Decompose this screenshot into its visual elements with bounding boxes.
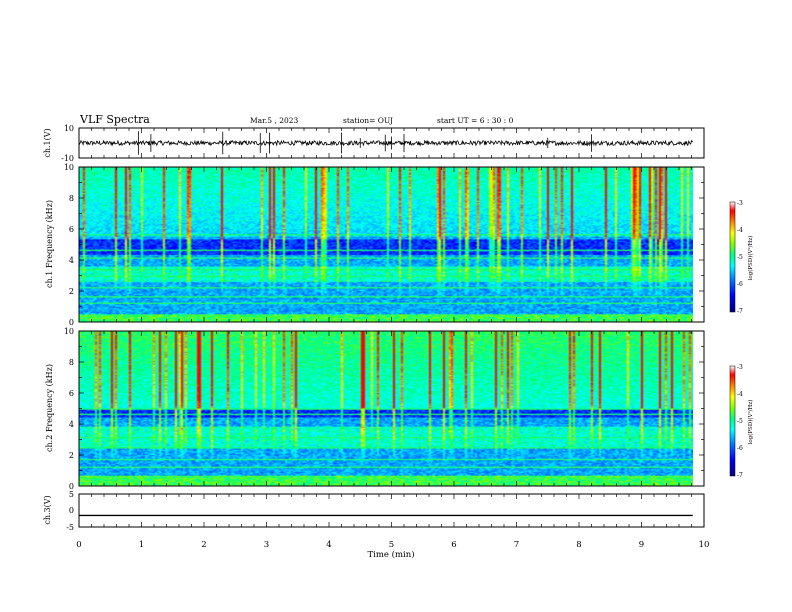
ch1-ytick-4: 4 <box>69 256 74 265</box>
axis-ticks <box>78 128 705 527</box>
ch1-cbar-tick-m4: -4 <box>737 227 743 234</box>
ch1-colorbar-label: log(PSD)(V²/Hz) <box>747 236 754 281</box>
ch2-cbar-tick-m3: -3 <box>737 364 743 371</box>
ch2-ytick-4: 4 <box>69 420 74 429</box>
ch1-ytick-6: 6 <box>69 225 74 234</box>
ch1-colorbar <box>729 201 736 313</box>
figure-title: VLF Spectra <box>79 113 150 126</box>
x-tick-label: 4 <box>326 540 331 550</box>
ch1-cbar-tick-m6: -6 <box>737 281 743 288</box>
ch3-ytick-bottom: -5 <box>66 523 74 532</box>
ch1-trace <box>78 139 694 147</box>
x-axis-label: Time (min) <box>367 549 414 560</box>
x-tick-label: 8 <box>576 540 581 550</box>
ch1-ytick-2: 2 <box>69 287 74 296</box>
ch1-cbar-tick-m5: -5 <box>737 254 743 261</box>
ch1-ytick-bottom: -10 <box>61 154 74 163</box>
ch2-cbar-tick-m6: -6 <box>737 445 743 452</box>
ch2-ytick-0: 0 <box>69 482 74 491</box>
ch1-spectrogram-ylabel: ch.1 Frequency (kHz) <box>45 200 54 288</box>
ch2-ytick-6: 6 <box>69 389 74 398</box>
ch2-spectrogram-ylabel: ch.2 Frequency (kHz) <box>45 364 54 452</box>
ch1-cbar-tick-m7: -7 <box>737 308 743 315</box>
ch1-ylabel: ch.1(V) <box>43 128 52 157</box>
x-tick-label: 5 <box>389 540 394 550</box>
x-tick-label: 10 <box>699 540 710 550</box>
ch2-cbar-tick-m5: -5 <box>737 418 743 425</box>
date-label: Mar.5 , 2023 <box>250 116 299 125</box>
x-tick-label: 9 <box>639 540 644 550</box>
x-tick-label: 1 <box>139 540 144 550</box>
ch1-ytick-8: 8 <box>69 194 74 203</box>
ch3-ylabel: ch.3(V) <box>43 495 52 524</box>
ch1-ytick-0: 0 <box>69 318 74 327</box>
station-label: station= OUJ <box>343 116 393 125</box>
start-time-label: start UT = 6 : 30 : 0 <box>437 116 514 125</box>
ch2-ytick-8: 8 <box>69 358 74 367</box>
ch3-ytick-top: 5 <box>69 490 74 499</box>
ch1-spectrogram-panel: 10 8 6 4 2 0 ch.1 Frequency (kHz) -3 -4 … <box>45 163 754 327</box>
ch1-spectrogram-image <box>79 167 693 322</box>
ch2-ytick-10: 10 <box>64 327 74 336</box>
x-tick-label: 3 <box>264 540 269 550</box>
x-tick-labels: 0 1 2 3 4 5 6 7 8 9 10 <box>76 540 709 550</box>
ch2-colorbar <box>729 365 736 477</box>
ch2-cbar-tick-m4: -4 <box>737 391 743 398</box>
ch2-spectrogram-panel: 10 8 6 4 2 0 ch.2 Frequency (kHz) -3 -4 … <box>45 327 754 491</box>
ch2-spectrogram-image <box>79 331 693 486</box>
ch2-colorbar-label: log(PSD)(V²/Hz) <box>747 400 754 445</box>
x-tick-label: 7 <box>514 540 519 550</box>
ch2-cbar-tick-m7: -7 <box>737 472 743 479</box>
ch3-ytick-mid: 0 <box>69 506 74 515</box>
ch1-waveform-panel: 10 -10 ch.1(V) <box>43 124 705 163</box>
ch2-ytick-2: 2 <box>69 451 74 460</box>
ch1-ytick-10: 10 <box>64 163 74 172</box>
x-tick-label: 6 <box>451 540 456 550</box>
ch1-ytick-top: 10 <box>64 124 74 133</box>
x-tick-label: 2 <box>201 540 206 550</box>
x-tick-label: 0 <box>76 540 81 550</box>
ch1-cbar-tick-m3: -3 <box>737 200 743 207</box>
ch1-spikes <box>137 131 592 155</box>
ch3-waveform-panel: 5 0 -5 ch.3(V) <box>43 490 705 532</box>
